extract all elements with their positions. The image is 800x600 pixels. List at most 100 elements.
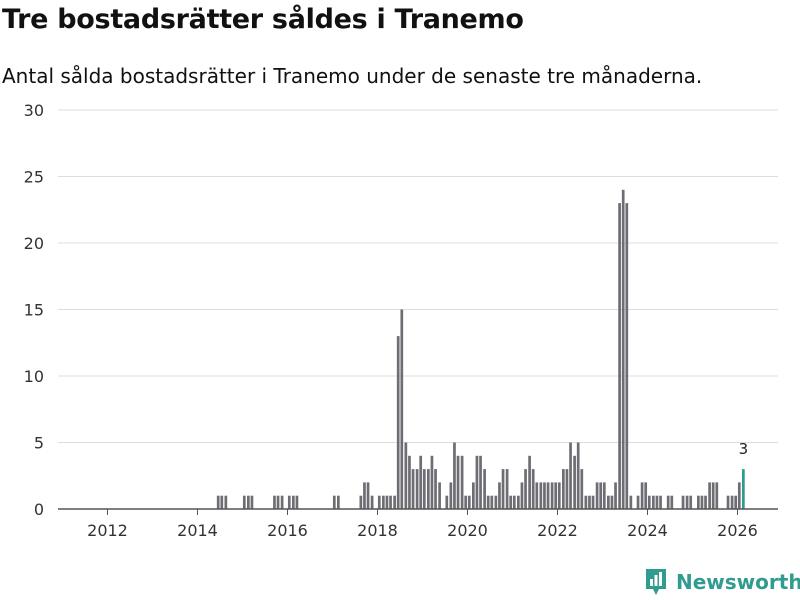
bar [535, 482, 539, 509]
bar [704, 495, 707, 509]
bar [681, 495, 685, 509]
bar [569, 442, 572, 509]
newsworthy-logo-icon [646, 569, 666, 595]
y-tick-label: 5 [34, 434, 44, 453]
bar [708, 482, 711, 509]
bar [434, 469, 437, 509]
bar [332, 495, 336, 509]
bar [554, 482, 558, 509]
bar [576, 442, 580, 509]
y-tick-label: 10 [24, 367, 44, 386]
bar [561, 469, 565, 509]
bar [411, 469, 415, 509]
bar [291, 495, 295, 509]
bar [730, 495, 734, 509]
bar [573, 455, 576, 509]
y-axis: 0 5 10 15 20 25 30 [24, 101, 44, 519]
bar [580, 469, 584, 509]
bar [528, 455, 531, 509]
bar [273, 495, 276, 509]
x-tick-label: 2024 [627, 521, 668, 540]
x-tick-label: 2012 [87, 521, 128, 540]
bar [666, 495, 670, 509]
bar [453, 442, 456, 509]
bar [498, 482, 501, 509]
bar [711, 482, 715, 509]
bar [595, 482, 599, 509]
x-tick-label: 2022 [537, 521, 578, 540]
bar [363, 482, 366, 509]
y-tick-label: 0 [34, 500, 44, 519]
bar [419, 455, 423, 509]
bar [359, 495, 363, 509]
bar [400, 309, 404, 509]
bar [512, 495, 516, 509]
bar [516, 495, 520, 509]
bar [670, 495, 674, 509]
bar [715, 482, 719, 509]
y-tick-label: 25 [24, 168, 44, 187]
bar [490, 495, 494, 509]
bar [456, 455, 460, 509]
bar [276, 495, 280, 509]
bar [426, 469, 430, 509]
bar [734, 495, 738, 509]
bar [415, 469, 419, 509]
bar [377, 495, 381, 509]
bar [486, 495, 490, 509]
bar [381, 495, 385, 509]
bar [644, 482, 648, 509]
bar [726, 495, 730, 509]
x-tick-label: 2014 [177, 521, 218, 540]
newsworthy-logo: Newsworthy [644, 567, 800, 597]
bar-series [216, 189, 745, 510]
bar [445, 495, 449, 509]
bar [366, 482, 370, 509]
highlight-value-label: 3 [739, 440, 749, 458]
bar [216, 495, 220, 509]
bar [505, 469, 509, 509]
bar [246, 495, 250, 509]
bar [396, 336, 400, 509]
newsworthy-logo-text: Newsworthy [676, 570, 800, 594]
bar [404, 442, 408, 509]
bar [550, 482, 554, 509]
chart-subtitle: Antal sålda bostadsrätter i Tranemo unde… [2, 64, 703, 88]
bar [531, 469, 535, 509]
x-tick-label: 2018 [357, 521, 398, 540]
bar [509, 495, 513, 509]
bar [287, 495, 291, 509]
bar [565, 469, 569, 509]
bar [629, 495, 633, 509]
bar [524, 469, 527, 509]
bar [685, 495, 689, 509]
bar [242, 495, 246, 509]
bar [430, 455, 434, 509]
bar [546, 482, 550, 509]
bar [467, 495, 471, 509]
bar [389, 495, 392, 509]
x-tick-label: 2016 [267, 521, 308, 540]
bar [460, 455, 464, 509]
bar [614, 482, 617, 509]
bar [655, 495, 659, 509]
bar [422, 469, 426, 509]
bar [636, 495, 640, 509]
bar [224, 495, 228, 509]
bar [621, 189, 625, 510]
bar [651, 495, 655, 509]
bar [438, 482, 441, 509]
bar [696, 495, 700, 509]
bar [689, 495, 693, 509]
bar [449, 482, 453, 509]
bar [370, 495, 374, 509]
bar [483, 469, 486, 509]
bar [543, 482, 546, 509]
bar [606, 495, 610, 509]
bar [336, 495, 340, 509]
bar-highlight [741, 469, 745, 509]
x-tick-label: 2026 [717, 521, 758, 540]
bar [700, 495, 704, 509]
bar [385, 495, 389, 509]
x-tick-label: 2020 [447, 521, 488, 540]
